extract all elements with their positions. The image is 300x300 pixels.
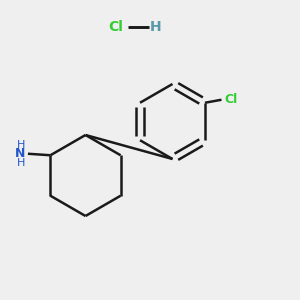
Text: N: N bbox=[15, 147, 25, 160]
Text: Cl: Cl bbox=[108, 20, 123, 34]
Text: H: H bbox=[16, 158, 25, 168]
Text: H: H bbox=[150, 20, 162, 34]
Text: H: H bbox=[16, 140, 25, 150]
Text: Cl: Cl bbox=[224, 93, 238, 106]
